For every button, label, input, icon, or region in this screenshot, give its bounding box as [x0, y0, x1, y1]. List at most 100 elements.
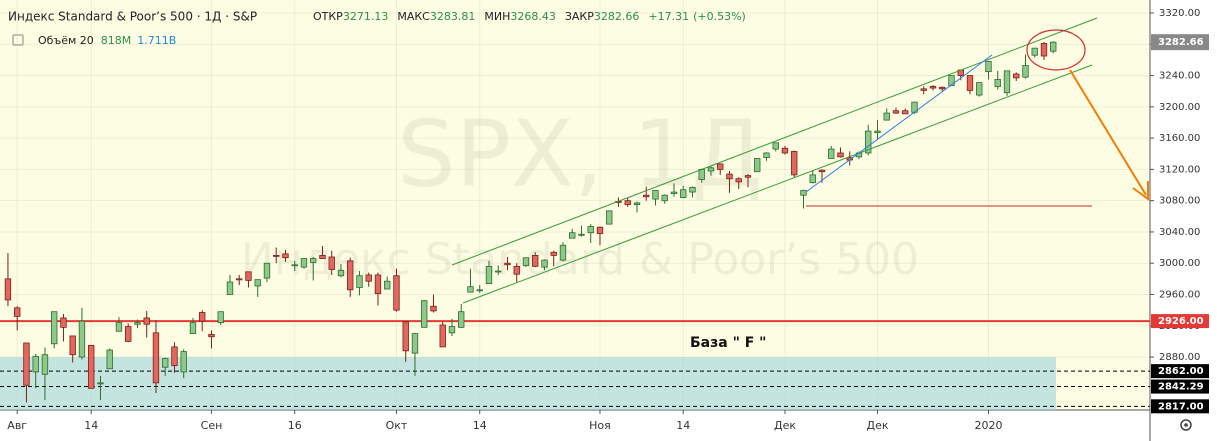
- x-tick-label: Ноя: [589, 419, 611, 432]
- volume-name: Объём 20: [38, 34, 94, 47]
- candle-body: [208, 333, 215, 338]
- ohlc-value: 3282.66: [594, 10, 640, 23]
- candle-body: [69, 335, 76, 356]
- x-tick-label: 2020: [974, 419, 1002, 432]
- y-tick-label: 3200.00: [1159, 102, 1200, 113]
- candle-body: [596, 226, 604, 234]
- candle-body: [513, 265, 520, 275]
- candle-body: [439, 324, 446, 348]
- candle-body: [874, 130, 881, 134]
- channel-line: [462, 64, 1093, 304]
- candle-body: [744, 175, 752, 178]
- candle-body: [809, 174, 816, 184]
- ohlc-label: МИН: [484, 10, 510, 23]
- candle-body: [180, 351, 187, 373]
- candle-body: [310, 258, 317, 263]
- level-tag-label: 2862.00: [1158, 366, 1204, 377]
- candle-body: [282, 253, 289, 259]
- candle-body: [994, 79, 1001, 87]
- candle-body: [865, 130, 872, 154]
- candle-body: [985, 61, 992, 73]
- x-tick-label: 14: [84, 419, 98, 432]
- candle-body: [837, 152, 844, 158]
- level-tag: [1151, 379, 1209, 394]
- candle-body: [772, 142, 779, 150]
- candle-body: [14, 307, 21, 317]
- candle-body: [754, 158, 761, 173]
- y-tick-label: 3040.00: [1159, 227, 1200, 238]
- candle-body: [559, 244, 567, 261]
- candle-body: [569, 232, 576, 239]
- candle-body: [606, 210, 613, 225]
- highlight-ellipse: [1026, 29, 1086, 71]
- candle-body: [97, 382, 104, 385]
- level-tag: [1151, 399, 1209, 414]
- ohlc-value: 3268.43: [510, 10, 556, 23]
- candle-body: [467, 286, 474, 293]
- volume-value: 818M: [101, 34, 132, 47]
- arrow: [1069, 69, 1147, 196]
- candle-body: [374, 274, 382, 295]
- candle-body: [152, 332, 160, 384]
- x-tick-label: Окт: [386, 419, 408, 432]
- candle-body: [522, 257, 530, 266]
- candle-body: [421, 300, 428, 328]
- candle-body: [458, 311, 465, 328]
- candle-body: [587, 226, 594, 234]
- ohlc-value: 3283.81: [430, 10, 476, 23]
- candle-body: [476, 289, 483, 292]
- candle-body: [643, 194, 650, 198]
- candle-body: [680, 189, 687, 198]
- candle-body: [624, 200, 631, 205]
- arrow-head: [1132, 181, 1149, 201]
- candle-body: [263, 262, 271, 279]
- y-tick-label: 3160.00: [1159, 133, 1200, 144]
- candle-body: [1013, 73, 1020, 79]
- candle-body: [402, 321, 409, 352]
- x-tick-label: Дек: [866, 419, 888, 432]
- y-tick-label: 3080.00: [1159, 196, 1200, 207]
- ohlc-label: ЗАКР: [565, 10, 594, 23]
- candle-body: [393, 275, 400, 311]
- candle-body: [448, 326, 456, 334]
- change: +17.31: [648, 10, 689, 23]
- candle-body: [60, 317, 67, 328]
- candle-body: [78, 320, 86, 358]
- candle-body: [51, 311, 58, 345]
- candle-body: [106, 349, 113, 370]
- plot-background: [0, 0, 1150, 410]
- y-tick-label: 3240.00: [1159, 71, 1200, 82]
- candle-body: [652, 190, 659, 200]
- candle-body: [273, 254, 280, 257]
- candle-body: [948, 75, 955, 87]
- candle-body: [929, 86, 937, 89]
- y-tick-label: 2880.00: [1159, 352, 1200, 363]
- candle-body: [661, 194, 668, 202]
- candle-body: [430, 305, 437, 312]
- candle-body: [356, 275, 363, 288]
- volume-value: 1.711B: [137, 34, 176, 47]
- candle-body: [300, 258, 308, 268]
- candle-body: [226, 281, 234, 295]
- candle-body: [763, 152, 770, 159]
- time-axis: [0, 410, 1150, 441]
- candle-body: [319, 254, 326, 259]
- candle-body: [254, 279, 261, 287]
- candle-body: [939, 86, 946, 90]
- candle-body: [920, 88, 927, 91]
- candle-body: [217, 311, 224, 324]
- candle-body: [735, 178, 742, 183]
- candle-body: [578, 233, 585, 236]
- candle-body: [689, 186, 696, 193]
- candle-body: [328, 256, 335, 270]
- settings-icon[interactable]: [1180, 419, 1192, 431]
- candle-body: [485, 265, 493, 284]
- last-price-label: 3282.66: [1158, 37, 1204, 48]
- candle-body: [115, 322, 123, 332]
- trend-line: [805, 54, 993, 193]
- candle-body: [245, 271, 252, 281]
- candle-body: [199, 312, 206, 322]
- candle-body: [337, 269, 345, 277]
- candle-body: [1022, 64, 1029, 78]
